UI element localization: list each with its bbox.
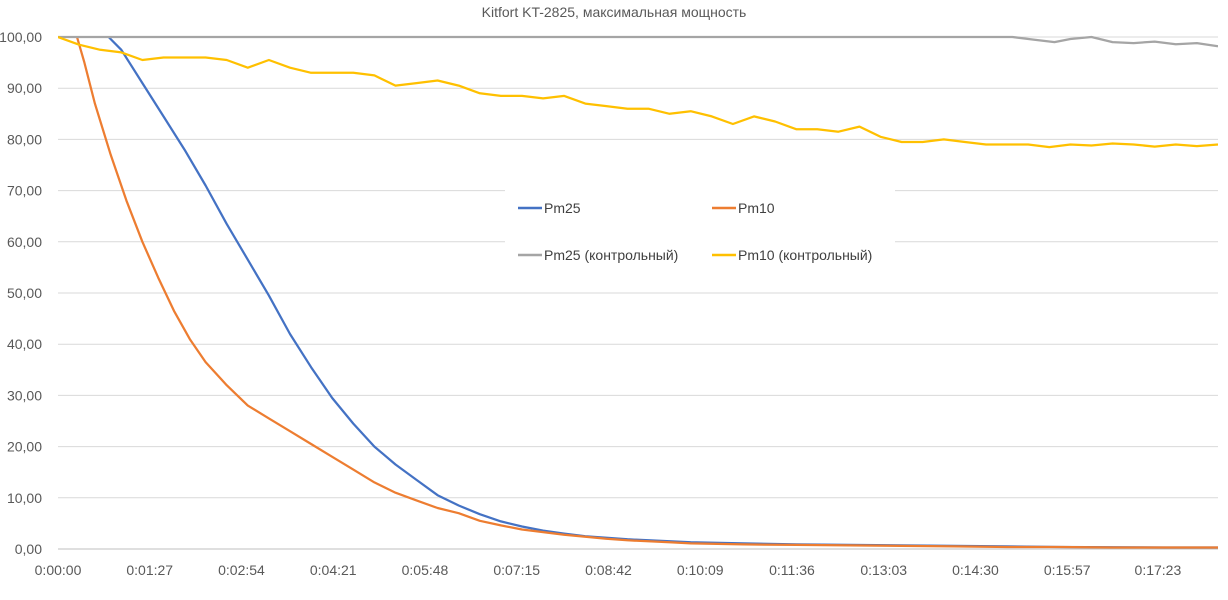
x-tick-labels: 0:00:00 0:01:27 0:02:54 0:04:21 0:05:48 0:07:… xyxy=(35,562,1182,578)
y-tick-label: 40,00 xyxy=(7,336,42,352)
y-tick-label: 100,00 xyxy=(0,29,42,45)
legend-label-3: Pm10 (контрольный) xyxy=(738,247,872,263)
y-tick-label: 70,00 xyxy=(7,183,42,199)
chart-title: Kitfort KT-2825, максимальная мощность xyxy=(482,4,747,20)
y-tick-label: 90,00 xyxy=(7,80,42,96)
x-tick-label: 0:00:00 xyxy=(35,562,82,578)
y-tick-label: 50,00 xyxy=(7,285,42,301)
x-tick-label: 0:04:21 xyxy=(310,562,357,578)
x-tick-label: 0:11:36 xyxy=(769,562,815,578)
x-tick-label: 0:07:15 xyxy=(493,562,540,578)
legend: Pm25 Pm10 Pm25 (контрольный) Pm10 (контроль… xyxy=(505,190,895,275)
x-tick-label: 0:05:48 xyxy=(402,562,449,578)
x-tick-label: 0:14:30 xyxy=(952,562,999,578)
y-tick-label: 30,00 xyxy=(7,387,42,403)
y-tick-labels: 0,00 10,00 20,00 30,00 40,00 50,00 60,00 70,00 8… xyxy=(0,29,42,557)
series-line-0 xyxy=(107,36,1218,549)
legend-label-1: Pm10 xyxy=(738,200,775,216)
y-tick-label: 80,00 xyxy=(7,131,42,147)
x-tick-label: 0:17:23 xyxy=(1135,562,1182,578)
legend-label-2: Pm25 (контрольный) xyxy=(544,247,678,263)
legend-background xyxy=(505,190,895,275)
x-tick-label: 0:13:03 xyxy=(860,562,907,578)
x-tick-label: 0:10:09 xyxy=(677,562,724,578)
y-tick-label: 20,00 xyxy=(7,439,42,455)
y-tick-label: 0,00 xyxy=(15,541,42,557)
x-tick-label: 0:08:42 xyxy=(585,562,632,578)
series-line-2 xyxy=(58,35,1218,48)
series-layer xyxy=(58,35,1218,549)
series-line-1 xyxy=(75,36,1218,549)
y-tick-label: 10,00 xyxy=(7,490,42,506)
x-tick-label: 0:02:54 xyxy=(218,562,265,578)
series-line-3 xyxy=(58,35,1218,149)
x-tick-label: 0:15:57 xyxy=(1044,562,1091,578)
y-tick-label: 60,00 xyxy=(7,234,42,250)
x-tick-label: 0:01:27 xyxy=(126,562,173,578)
legend-label-0: Pm25 xyxy=(544,200,581,216)
grid-layer xyxy=(58,36,1218,550)
